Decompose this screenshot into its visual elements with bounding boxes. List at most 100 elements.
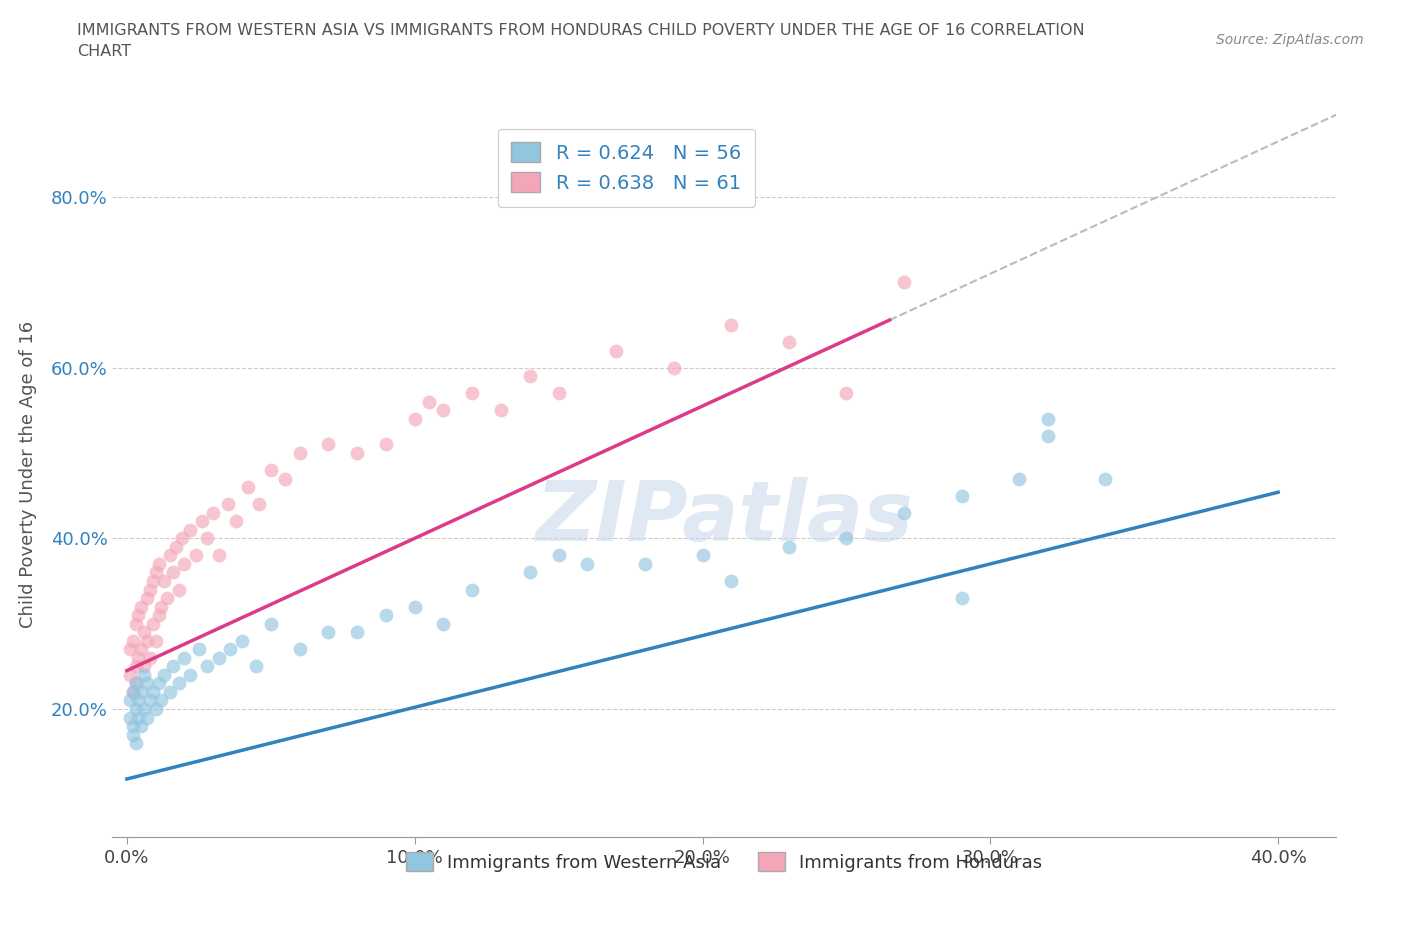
Point bbox=[404, 599, 426, 614]
Point bbox=[247, 497, 270, 512]
Point bbox=[139, 693, 162, 708]
Point bbox=[142, 574, 165, 589]
Point bbox=[519, 565, 541, 580]
Point bbox=[778, 335, 800, 350]
Point bbox=[179, 523, 201, 538]
Point bbox=[346, 445, 368, 460]
Point bbox=[142, 617, 165, 631]
Point bbox=[136, 711, 159, 725]
Point bbox=[167, 676, 190, 691]
Point bbox=[219, 642, 242, 657]
Point bbox=[197, 531, 219, 546]
Point bbox=[950, 591, 973, 605]
Point bbox=[190, 513, 212, 528]
Point bbox=[134, 668, 156, 683]
Text: ZIPatlas: ZIPatlas bbox=[536, 477, 912, 558]
Point bbox=[662, 360, 685, 375]
Point bbox=[134, 658, 156, 673]
Point bbox=[162, 565, 184, 580]
Point bbox=[127, 693, 149, 708]
Point bbox=[197, 658, 219, 673]
Point bbox=[165, 539, 187, 554]
Point bbox=[134, 625, 156, 640]
Point bbox=[835, 531, 858, 546]
Point bbox=[153, 668, 176, 683]
Point bbox=[159, 684, 181, 699]
Point bbox=[136, 676, 159, 691]
Point bbox=[179, 668, 201, 683]
Point bbox=[374, 607, 396, 622]
Text: IMMIGRANTS FROM WESTERN ASIA VS IMMIGRANTS FROM HONDURAS CHILD POVERTY UNDER THE: IMMIGRANTS FROM WESTERN ASIA VS IMMIGRAN… bbox=[77, 23, 1085, 60]
Point bbox=[225, 513, 247, 528]
Point bbox=[156, 591, 179, 605]
Point bbox=[432, 403, 454, 418]
Point bbox=[162, 658, 184, 673]
Point bbox=[202, 505, 225, 520]
Point bbox=[1094, 472, 1116, 486]
Point bbox=[139, 650, 162, 665]
Point bbox=[1036, 429, 1059, 444]
Point bbox=[121, 727, 143, 742]
Point bbox=[217, 497, 239, 512]
Point bbox=[374, 437, 396, 452]
Point bbox=[274, 472, 297, 486]
Point bbox=[835, 386, 858, 401]
Point bbox=[461, 386, 484, 401]
Point bbox=[547, 548, 569, 563]
Point bbox=[118, 711, 141, 725]
Point bbox=[159, 548, 181, 563]
Point bbox=[778, 539, 800, 554]
Point bbox=[148, 607, 170, 622]
Point bbox=[245, 658, 267, 673]
Point bbox=[150, 693, 173, 708]
Point bbox=[318, 625, 340, 640]
Point bbox=[127, 711, 149, 725]
Point bbox=[124, 676, 146, 691]
Point bbox=[236, 480, 259, 495]
Point bbox=[136, 591, 159, 605]
Point bbox=[288, 642, 311, 657]
Point bbox=[893, 505, 915, 520]
Point bbox=[167, 582, 190, 597]
Point bbox=[148, 676, 170, 691]
Point bbox=[129, 599, 152, 614]
Point bbox=[547, 386, 569, 401]
Point bbox=[634, 556, 657, 571]
Point bbox=[173, 650, 195, 665]
Point bbox=[142, 684, 165, 699]
Point bbox=[129, 642, 152, 657]
Point bbox=[118, 693, 141, 708]
Point bbox=[260, 462, 283, 477]
Point bbox=[432, 617, 454, 631]
Point bbox=[170, 531, 193, 546]
Point bbox=[318, 437, 340, 452]
Point bbox=[1008, 472, 1031, 486]
Point bbox=[148, 556, 170, 571]
Point bbox=[187, 642, 209, 657]
Point bbox=[346, 625, 368, 640]
Point bbox=[136, 633, 159, 648]
Point bbox=[124, 676, 146, 691]
Point bbox=[121, 633, 143, 648]
Point bbox=[145, 633, 167, 648]
Point bbox=[129, 719, 152, 734]
Point bbox=[519, 368, 541, 383]
Point bbox=[288, 445, 311, 460]
Point bbox=[153, 574, 176, 589]
Point bbox=[121, 684, 143, 699]
Point bbox=[231, 633, 253, 648]
Point bbox=[124, 701, 146, 716]
Point bbox=[134, 701, 156, 716]
Point bbox=[720, 317, 742, 332]
Point bbox=[118, 668, 141, 683]
Point bbox=[129, 684, 152, 699]
Legend: Immigrants from Western Asia, Immigrants from Honduras: Immigrants from Western Asia, Immigrants… bbox=[399, 845, 1049, 879]
Point bbox=[184, 548, 207, 563]
Point bbox=[150, 599, 173, 614]
Point bbox=[124, 617, 146, 631]
Point bbox=[145, 565, 167, 580]
Point bbox=[950, 488, 973, 503]
Point bbox=[418, 394, 440, 409]
Point bbox=[124, 658, 146, 673]
Text: Source: ZipAtlas.com: Source: ZipAtlas.com bbox=[1216, 33, 1364, 46]
